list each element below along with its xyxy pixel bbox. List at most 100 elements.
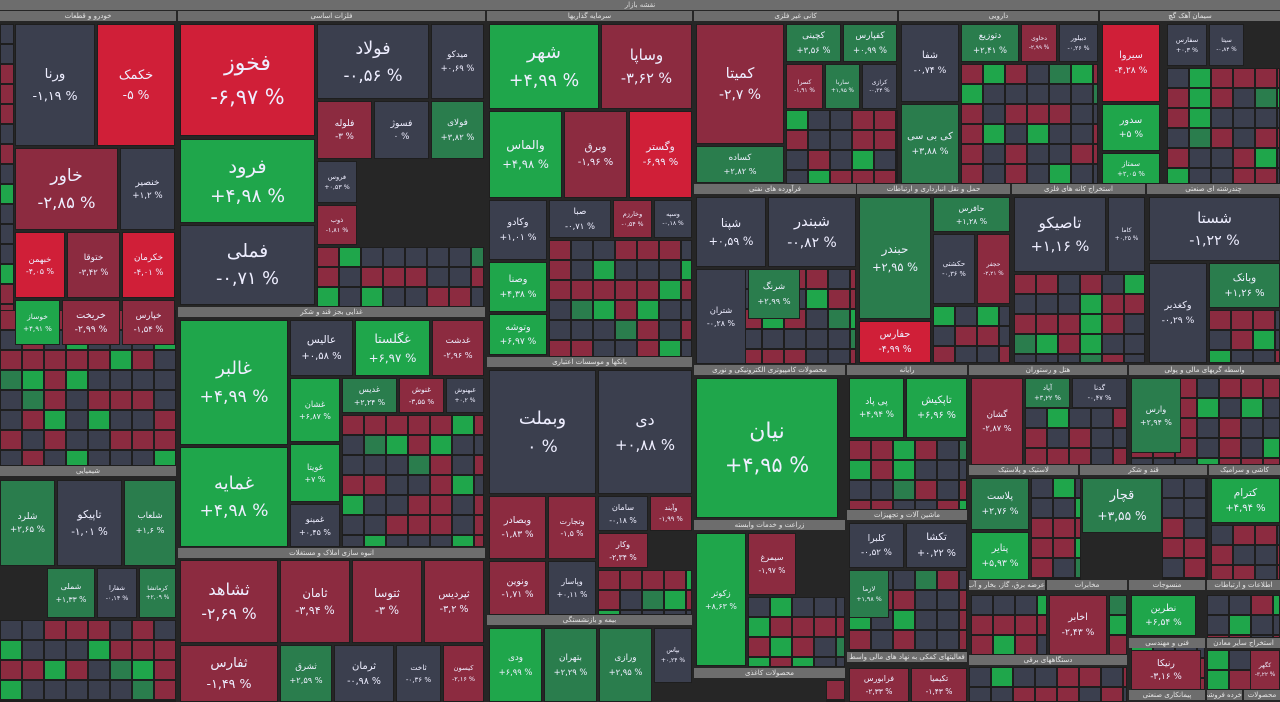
small-stock-tile[interactable] xyxy=(955,346,977,363)
small-stock-tile[interactable] xyxy=(342,515,364,535)
small-stock-tile[interactable] xyxy=(896,150,898,170)
stock-tile[interactable]: پی پاد +۴,۹۴ % xyxy=(849,378,904,438)
small-stock-tile[interactable] xyxy=(132,390,154,410)
small-stock-tile[interactable] xyxy=(1206,558,1208,578)
stock-tile[interactable]: شتران -۰,۲۸ % xyxy=(696,269,746,364)
small-stock-tile[interactable] xyxy=(1101,667,1123,687)
small-stock-tile[interactable] xyxy=(770,637,792,657)
small-stock-tile[interactable] xyxy=(405,287,427,307)
small-stock-tile[interactable] xyxy=(361,247,383,267)
small-stock-tile[interactable] xyxy=(1036,354,1058,363)
small-stock-tile[interactable] xyxy=(1219,398,1241,418)
small-stock-tile[interactable] xyxy=(1211,525,1233,545)
small-stock-tile[interactable] xyxy=(110,640,132,660)
small-stock-tile[interactable] xyxy=(154,620,176,640)
stock-tile[interactable]: آپاد +۳,۲۲ % xyxy=(1025,378,1070,408)
small-stock-tile[interactable] xyxy=(1080,354,1102,363)
small-stock-tile[interactable] xyxy=(22,350,44,370)
small-stock-tile[interactable] xyxy=(1207,650,1229,670)
small-stock-tile[interactable] xyxy=(452,415,474,435)
stock-tile[interactable]: ثفارس -۱,۴۹ % xyxy=(180,645,278,702)
stock-tile[interactable]: غمایه +۴,۹۸ % xyxy=(180,447,288,547)
small-stock-tile[interactable] xyxy=(852,150,874,170)
stock-tile[interactable]: شلرد +۲,۶۵ % xyxy=(0,480,55,566)
small-stock-tile[interactable] xyxy=(430,455,452,475)
small-stock-tile[interactable] xyxy=(44,660,66,680)
stock-tile[interactable]: دحاوی -۲,۹۹ % xyxy=(1021,24,1057,62)
small-stock-tile[interactable] xyxy=(806,329,828,349)
small-stock-tile[interactable] xyxy=(598,570,620,590)
small-stock-tile[interactable] xyxy=(383,267,405,287)
small-stock-tile[interactable] xyxy=(1101,687,1123,702)
small-stock-tile[interactable] xyxy=(427,287,449,307)
small-stock-tile[interactable] xyxy=(1036,274,1058,294)
stock-tile[interactable]: میدکو +۰,۶۹ % xyxy=(431,24,484,99)
small-stock-tile[interactable] xyxy=(1255,148,1277,168)
stock-tile[interactable]: وکادو +۱,۰۱ % xyxy=(489,200,547,260)
stock-tile[interactable]: شفا -۰,۷۴ % xyxy=(901,24,959,102)
stock-tile[interactable]: فروس +۰,۵۳ % xyxy=(317,161,357,203)
small-stock-tile[interactable] xyxy=(1229,650,1251,670)
small-stock-tile[interactable] xyxy=(1075,538,1081,558)
small-stock-tile[interactable] xyxy=(1241,458,1263,465)
small-stock-tile[interactable] xyxy=(1113,448,1127,465)
stock-tile[interactable]: غشان +۶,۸۷ % xyxy=(290,378,340,442)
small-stock-tile[interactable] xyxy=(1102,354,1124,363)
small-stock-tile[interactable] xyxy=(474,475,484,495)
small-stock-tile[interactable] xyxy=(1025,448,1047,465)
small-stock-tile[interactable] xyxy=(571,300,593,320)
small-stock-tile[interactable] xyxy=(874,130,896,150)
small-stock-tile[interactable] xyxy=(893,650,915,652)
small-stock-tile[interactable] xyxy=(0,264,14,284)
small-stock-tile[interactable] xyxy=(1189,168,1211,184)
stock-tile[interactable]: وصنا +۴,۳۸ % xyxy=(489,262,547,312)
small-stock-tile[interactable] xyxy=(893,590,915,610)
stock-tile[interactable]: عالیس +۰,۵۸ % xyxy=(290,320,353,376)
small-stock-tile[interactable] xyxy=(828,289,850,309)
stock-tile[interactable]: کترام +۴,۹۴ % xyxy=(1211,478,1280,523)
small-stock-tile[interactable] xyxy=(386,455,408,475)
stock-tile[interactable]: نطرین +۶,۵۴ % xyxy=(1131,595,1196,636)
small-stock-tile[interactable] xyxy=(44,680,66,700)
small-stock-tile[interactable] xyxy=(808,170,830,184)
small-stock-tile[interactable] xyxy=(88,410,110,430)
small-stock-tile[interactable] xyxy=(342,475,364,495)
small-stock-tile[interactable] xyxy=(826,680,845,700)
small-stock-tile[interactable] xyxy=(430,535,452,547)
small-stock-tile[interactable] xyxy=(814,597,836,617)
small-stock-tile[interactable] xyxy=(915,480,937,500)
stock-tile[interactable]: شبندر -۰,۸۲ % xyxy=(768,197,856,267)
small-stock-tile[interactable] xyxy=(915,570,937,590)
small-stock-tile[interactable] xyxy=(681,280,692,300)
stock-tile[interactable]: خکمک -۵ % xyxy=(97,24,175,146)
small-stock-tile[interactable] xyxy=(22,390,44,410)
small-stock-tile[interactable] xyxy=(474,435,484,455)
small-stock-tile[interactable] xyxy=(1253,310,1275,330)
small-stock-tile[interactable] xyxy=(836,617,845,637)
stock-tile[interactable]: فملی -۰,۷۱ % xyxy=(180,225,315,305)
small-stock-tile[interactable] xyxy=(427,267,449,287)
small-stock-tile[interactable] xyxy=(1005,124,1027,144)
small-stock-tile[interactable] xyxy=(1053,558,1075,578)
stock-tile[interactable]: خپارس -۱,۵۴ % xyxy=(122,300,175,345)
small-stock-tile[interactable] xyxy=(1005,164,1027,184)
small-stock-tile[interactable] xyxy=(1015,635,1037,655)
small-stock-tile[interactable] xyxy=(383,287,405,307)
small-stock-tile[interactable] xyxy=(615,300,637,320)
stock-tile[interactable]: حفارس -۴,۹۹ % xyxy=(859,321,931,363)
small-stock-tile[interactable] xyxy=(1025,428,1047,448)
small-stock-tile[interactable] xyxy=(659,280,681,300)
small-stock-tile[interactable] xyxy=(1211,68,1233,88)
small-stock-tile[interactable] xyxy=(893,460,915,480)
small-stock-tile[interactable] xyxy=(0,24,14,44)
small-stock-tile[interactable] xyxy=(1071,104,1093,124)
stock-tile[interactable]: تاپیکو -۱,۰۱ % xyxy=(57,480,122,566)
stock-tile[interactable]: سفارس +۰,۳ % xyxy=(1167,24,1207,66)
small-stock-tile[interactable] xyxy=(0,224,14,244)
small-stock-tile[interactable] xyxy=(971,595,993,615)
stock-tile[interactable]: ذوب -۱,۸۱ % xyxy=(317,205,357,245)
small-stock-tile[interactable] xyxy=(1233,128,1255,148)
small-stock-tile[interactable] xyxy=(1233,148,1255,168)
small-stock-tile[interactable] xyxy=(408,415,430,435)
small-stock-tile[interactable] xyxy=(1162,478,1184,498)
